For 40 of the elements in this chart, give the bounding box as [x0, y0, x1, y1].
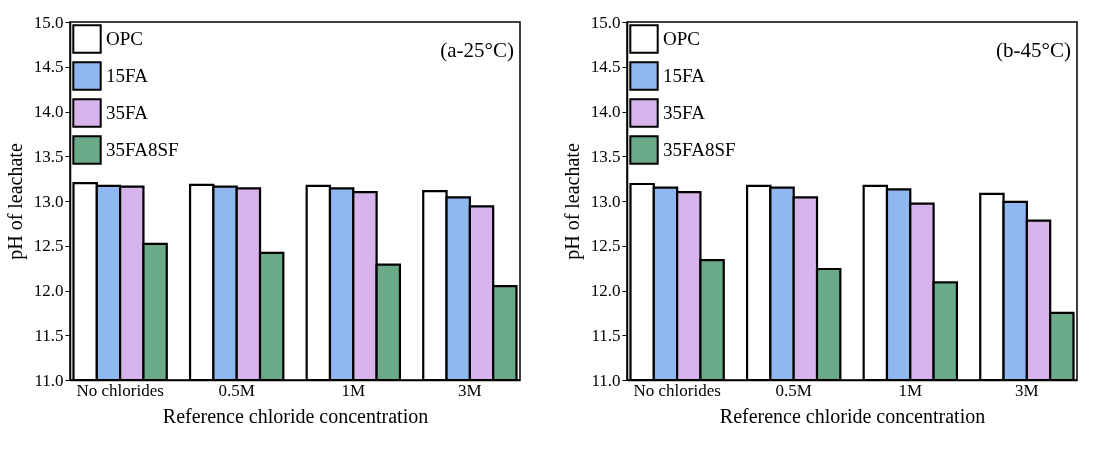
legend-label: OPC	[663, 28, 700, 49]
y-tick-label: 13.0	[590, 191, 621, 211]
x-tick-label: 3M	[458, 380, 482, 400]
annotation: (a-25°C)	[440, 38, 514, 62]
y-tick-label: 12.0	[590, 281, 621, 300]
y-tick-label: 13.0	[33, 191, 64, 211]
x-tick-label: 0.5M	[218, 380, 255, 400]
y-tick-label: 11.5	[34, 325, 64, 345]
y-tick-label: 15.0	[33, 12, 64, 32]
x-tick-label: 0.5M	[775, 380, 812, 400]
y-tick-label: 12.5	[590, 236, 621, 256]
y-tick-label: 11.0	[591, 370, 621, 390]
legend-label: 35FA	[663, 102, 706, 123]
legend-label: 15FA	[106, 65, 149, 86]
y-tick-label: 11.0	[34, 370, 64, 390]
x-tick-label: No chlorides	[633, 380, 721, 400]
y-tick-label: 11.5	[591, 325, 621, 345]
y-tick-label: 14.0	[590, 102, 621, 121]
legend-label: OPC	[106, 28, 143, 49]
x-axis-title: Reference chloride concentration	[162, 404, 429, 427]
y-tick-label: 13.5	[590, 146, 621, 166]
x-tick-label: 1M	[341, 380, 366, 400]
legend-label: 35FA8SF	[663, 139, 736, 160]
x-axis-title: Reference chloride concentration	[719, 404, 986, 427]
x-tick-label: 3M	[1015, 380, 1039, 400]
y-axis-title: pH of leachate	[560, 143, 584, 260]
annotation: (b-45°C)	[996, 38, 1071, 62]
legend-label: 35FA8SF	[106, 139, 179, 160]
legend-label: 35FA	[106, 102, 149, 123]
legend-label: 15FA	[663, 65, 706, 86]
y-tick-label: 14.5	[33, 57, 64, 77]
y-tick-label: 12.5	[33, 236, 64, 256]
y-tick-label: 13.5	[33, 146, 64, 166]
y-tick-label: 14.0	[33, 102, 64, 121]
y-tick-label: 14.5	[590, 57, 621, 77]
y-tick-label: 12.0	[33, 281, 64, 300]
x-tick-label: No chlorides	[76, 380, 164, 400]
y-tick-label: 15.0	[590, 12, 621, 32]
y-axis-title: pH of leachate	[3, 143, 27, 260]
x-tick-label: 1M	[898, 380, 923, 400]
